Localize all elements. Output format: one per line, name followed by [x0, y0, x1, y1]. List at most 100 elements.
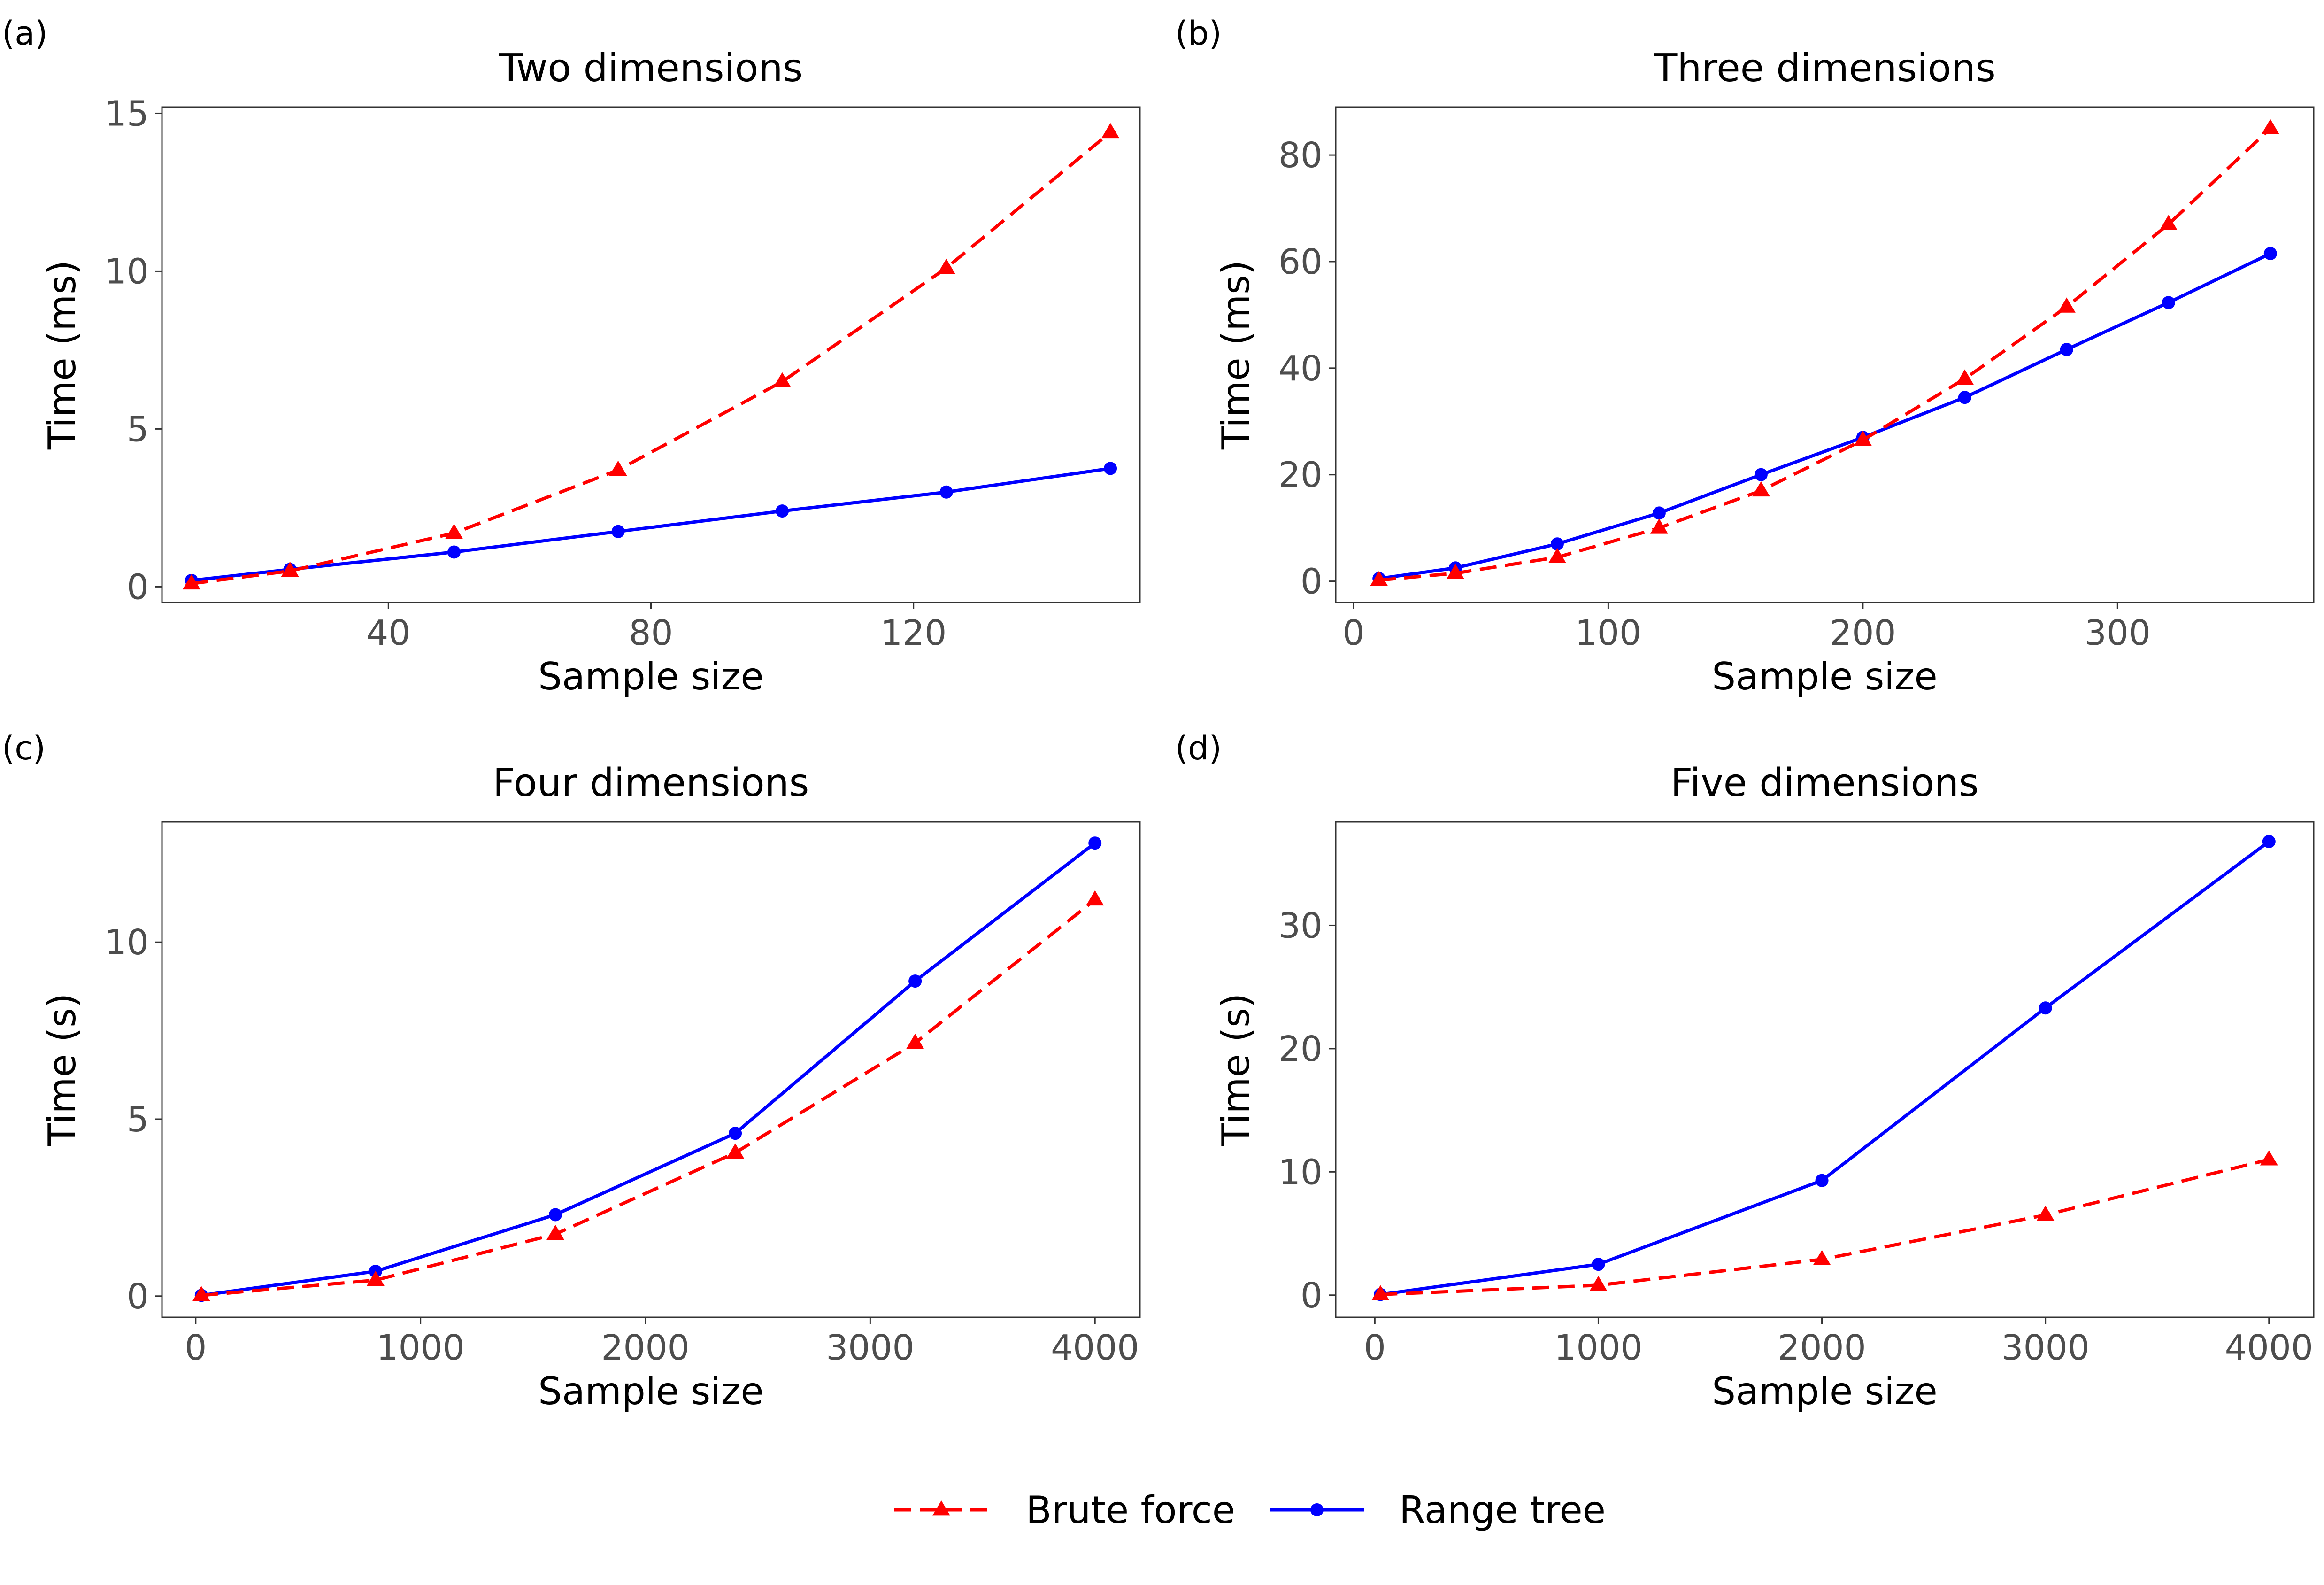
brute-force-point — [445, 524, 463, 539]
chart-title: Two dimensions — [499, 46, 803, 91]
legend: Brute force Range tree — [894, 1488, 1606, 1532]
panel-tag: (d) — [1175, 729, 1222, 767]
brute-force-point — [773, 372, 792, 388]
x-tick-label: 1000 — [1554, 1328, 1642, 1368]
y-tick-label: 5 — [127, 409, 149, 449]
range-tree-point — [1088, 836, 1102, 850]
brute-force-point — [1854, 431, 1872, 446]
chart-panel-3: (c) Four dimensions 0 1000 2000 3000 4000 0 5 10 S… — [2, 729, 1141, 1413]
range-tree-point — [548, 1208, 562, 1222]
legend-range-tree-marker — [1310, 1503, 1324, 1516]
x-tick-label: 200 — [1830, 613, 1896, 653]
range-tree-point — [1652, 506, 1666, 520]
x-axis-label: Sample size — [1712, 655, 1938, 698]
x-axis-label: Sample size — [538, 1369, 764, 1413]
range-tree-point — [447, 545, 461, 559]
brute-force-point — [1548, 548, 1566, 563]
brute-force-point — [906, 1033, 924, 1049]
y-tick-label: 20 — [1278, 455, 1323, 495]
y-tick-label: 10 — [1278, 1152, 1323, 1192]
y-axis-label: Time (ms) — [40, 260, 84, 450]
legend-brute-force-marker — [932, 1500, 950, 1516]
chart-title: Five dimensions — [1670, 761, 1979, 805]
brute-force-line — [201, 898, 1096, 1297]
brute-force-point — [1101, 123, 1120, 139]
y-tick-label: 40 — [1278, 348, 1323, 389]
brute-force-point — [1752, 481, 1770, 497]
range-tree-point — [1592, 1258, 1605, 1271]
range-tree-point — [729, 1127, 742, 1140]
range-tree-point — [2262, 835, 2276, 848]
brute-force-point — [2159, 215, 2178, 230]
chart-panel-4: (d) Five dimensions 0 1000 2000 3000 4000 0 10 20… — [1175, 729, 2315, 1413]
chart-panel-2: (b) Three dimensions 0 100 200 300 0 20 40 60 80 Sa… — [1175, 14, 2315, 698]
range-tree-point — [2060, 343, 2073, 356]
brute-force-point — [1446, 564, 1464, 580]
brute-force-line — [1378, 127, 2272, 582]
brute-force-point — [1589, 1276, 1608, 1291]
y-tick-label: 80 — [1278, 135, 1323, 176]
brute-force-point — [366, 1270, 385, 1286]
brute-force-point — [1955, 369, 1974, 385]
x-tick-label: 2000 — [1778, 1328, 1866, 1368]
brute-force-point — [281, 561, 299, 577]
brute-force-point — [546, 1224, 564, 1240]
brute-force-point — [937, 258, 955, 274]
x-tick-label: 0 — [1364, 1328, 1386, 1368]
brute-force-point — [2261, 119, 2279, 134]
legend-brute-force-label: Brute force — [1026, 1488, 1235, 1532]
brute-force-point — [192, 1286, 210, 1301]
panel-tag: (c) — [2, 729, 46, 767]
plot-frame — [161, 821, 1141, 1318]
y-tick-label: 0 — [127, 567, 149, 607]
range-tree-point — [2039, 1001, 2052, 1015]
brute-force-point — [1813, 1250, 1831, 1266]
x-tick-label: 80 — [629, 613, 673, 653]
x-tick-label: 120 — [880, 613, 947, 653]
y-tick-label: 30 — [1278, 905, 1323, 946]
range-tree-point — [939, 485, 953, 499]
brute-force-point — [2260, 1150, 2278, 1166]
plot-frame — [1335, 821, 2315, 1318]
brute-force-point — [1086, 890, 1104, 906]
chart-title: Three dimensions — [1653, 46, 1995, 91]
y-tick-label: 10 — [105, 251, 149, 292]
brute-force-point — [2057, 297, 2076, 313]
y-tick-label: 0 — [1301, 1276, 1323, 1316]
y-tick-label: 20 — [1278, 1029, 1323, 1069]
y-tick-label: 0 — [1301, 562, 1323, 602]
plot-frame — [1335, 106, 2315, 603]
brute-force-point — [1650, 518, 1668, 534]
range-tree-point — [776, 504, 789, 518]
range-tree-point — [1815, 1174, 1829, 1187]
y-axis-label: Time (s) — [1214, 993, 1258, 1146]
chart-panels: (a) Two dimensions 40 80 120 0 5 10 15 Sample siz… — [2, 14, 2315, 1413]
brute-force-point — [182, 574, 200, 590]
x-tick-label: 40 — [366, 613, 410, 653]
x-tick-label: 1000 — [377, 1328, 465, 1368]
range-tree-line — [201, 842, 1096, 1297]
range-tree-point — [2162, 296, 2175, 309]
x-tick-label: 3000 — [826, 1328, 914, 1368]
chart-title: Four dimensions — [493, 761, 809, 805]
x-axis-label: Sample size — [1712, 1369, 1938, 1413]
panel-tag: (a) — [2, 14, 48, 53]
y-tick-label: 5 — [127, 1099, 149, 1140]
x-tick-label: 0 — [185, 1328, 207, 1368]
brute-force-point — [1371, 1285, 1390, 1300]
x-tick-label: 100 — [1575, 613, 1641, 653]
x-tick-label: 4000 — [1051, 1328, 1139, 1368]
y-tick-label: 0 — [127, 1276, 149, 1317]
y-axis-label: Time (s) — [40, 993, 84, 1146]
range-tree-point — [1958, 391, 1971, 404]
x-tick-label: 0 — [1342, 613, 1364, 653]
range-tree-point — [908, 974, 922, 988]
y-tick-label: 10 — [105, 922, 149, 963]
range-tree-point — [1550, 537, 1564, 551]
range-tree-point — [611, 525, 625, 538]
range-tree-point — [2263, 247, 2277, 260]
y-tick-label: 60 — [1278, 242, 1323, 282]
x-tick-label: 2000 — [601, 1328, 689, 1368]
x-tick-label: 3000 — [2001, 1328, 2089, 1368]
